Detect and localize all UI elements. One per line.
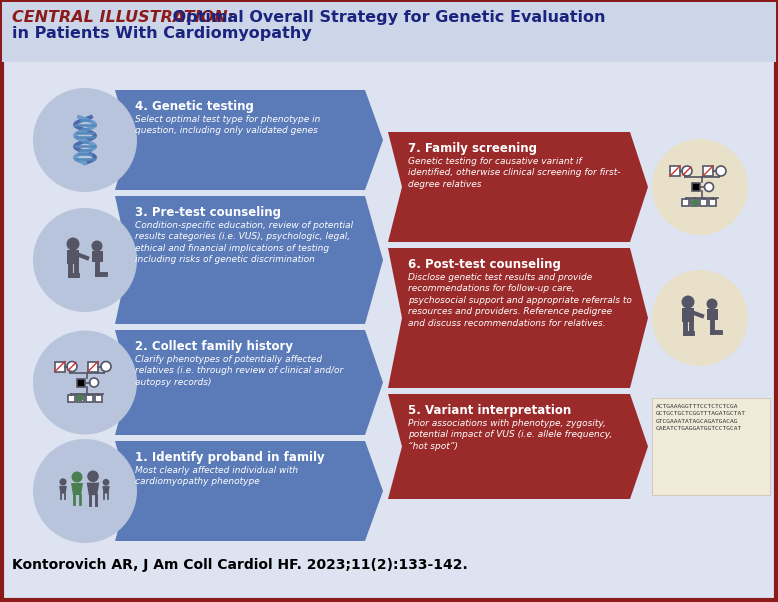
Text: 6. Post-test counseling: 6. Post-test counseling [408, 258, 561, 271]
Polygon shape [86, 483, 100, 495]
Text: in Patients With Cardiomyopathy: in Patients With Cardiomyopathy [12, 26, 312, 41]
Circle shape [87, 471, 99, 482]
Circle shape [706, 299, 717, 309]
Circle shape [33, 330, 137, 435]
Circle shape [101, 361, 111, 371]
Circle shape [67, 361, 77, 371]
Circle shape [705, 182, 713, 191]
Circle shape [92, 241, 103, 252]
Circle shape [682, 296, 695, 308]
FancyBboxPatch shape [652, 398, 770, 495]
Text: Condition-specific education, review of potential
results categories (i.e. VUS),: Condition-specific education, review of … [135, 221, 353, 264]
PathPatch shape [388, 132, 648, 242]
FancyBboxPatch shape [692, 199, 699, 206]
PathPatch shape [388, 394, 648, 499]
Polygon shape [102, 486, 110, 494]
FancyBboxPatch shape [2, 2, 776, 62]
FancyBboxPatch shape [77, 379, 85, 386]
Text: Disclose genetic test results and provide
recommendations for follow-up care,
ps: Disclose genetic test results and provid… [408, 273, 632, 328]
FancyBboxPatch shape [703, 166, 713, 176]
Text: Genetic testing for causative variant if
identified, otherwise clinical screenin: Genetic testing for causative variant if… [408, 157, 621, 189]
Circle shape [716, 166, 726, 176]
FancyBboxPatch shape [88, 361, 98, 371]
Polygon shape [707, 309, 718, 320]
Polygon shape [71, 483, 83, 495]
Circle shape [652, 139, 748, 235]
FancyBboxPatch shape [710, 199, 717, 206]
PathPatch shape [388, 248, 648, 388]
Circle shape [33, 208, 137, 312]
FancyBboxPatch shape [682, 199, 689, 206]
Text: ACTGAAAGGTTTCCTCTCTCGA
GCTGCTGCTCGGTTTAGATGCTAT
GTCGAAATATAGCAGATGACAG
CAEATCTGA: ACTGAAAGGTTTCCTCTCTCGA GCTGCTGCTCGGTTTAG… [656, 404, 746, 431]
Circle shape [59, 479, 67, 485]
Text: 7. Family screening: 7. Family screening [408, 142, 537, 155]
FancyBboxPatch shape [68, 394, 75, 402]
Circle shape [33, 88, 137, 192]
Circle shape [76, 394, 83, 402]
Text: 1. Identify proband in family: 1. Identify proband in family [135, 451, 324, 464]
Circle shape [33, 439, 137, 543]
PathPatch shape [115, 330, 383, 435]
Text: Prior associations with phenotype, zygosity,
potential impact of VUS (i.e. allel: Prior associations with phenotype, zygos… [408, 419, 612, 451]
FancyBboxPatch shape [94, 394, 101, 402]
FancyBboxPatch shape [700, 199, 707, 206]
Polygon shape [92, 251, 103, 262]
FancyBboxPatch shape [692, 183, 700, 191]
Polygon shape [682, 308, 694, 322]
Text: Optimal Overall Strategy for Genetic Evaluation: Optimal Overall Strategy for Genetic Eva… [167, 10, 605, 25]
Text: 4. Genetic testing: 4. Genetic testing [135, 100, 254, 113]
FancyBboxPatch shape [76, 394, 83, 402]
Text: 5. Variant interpretation: 5. Variant interpretation [408, 404, 571, 417]
Text: 3. Pre-test counseling: 3. Pre-test counseling [135, 206, 281, 219]
Circle shape [682, 166, 692, 176]
Text: Kontorovich AR, J Am Coll Cardiol HF. 2023;11(2):133-142.: Kontorovich AR, J Am Coll Cardiol HF. 20… [12, 558, 468, 572]
Circle shape [66, 238, 79, 250]
Polygon shape [67, 250, 79, 264]
Text: Most clearly affected individual with
cardiomyopathy phenotype: Most clearly affected individual with ca… [135, 466, 298, 486]
Circle shape [103, 479, 110, 486]
Circle shape [89, 378, 99, 387]
Circle shape [652, 270, 748, 366]
PathPatch shape [115, 90, 383, 190]
Text: 2. Collect family history: 2. Collect family history [135, 340, 293, 353]
PathPatch shape [115, 441, 383, 541]
Circle shape [692, 199, 699, 206]
Polygon shape [59, 486, 67, 494]
Text: Select optimal test type for phenotype in
question, including only validated gen: Select optimal test type for phenotype i… [135, 115, 321, 135]
Text: CENTRAL ILLUSTRATION:: CENTRAL ILLUSTRATION: [12, 10, 234, 25]
PathPatch shape [115, 196, 383, 324]
Circle shape [72, 471, 82, 482]
Text: Clarify phenotypes of potentially affected
relatives (i.e. through review of cli: Clarify phenotypes of potentially affect… [135, 355, 343, 387]
FancyBboxPatch shape [670, 166, 680, 176]
FancyBboxPatch shape [55, 361, 65, 371]
FancyBboxPatch shape [86, 394, 93, 402]
